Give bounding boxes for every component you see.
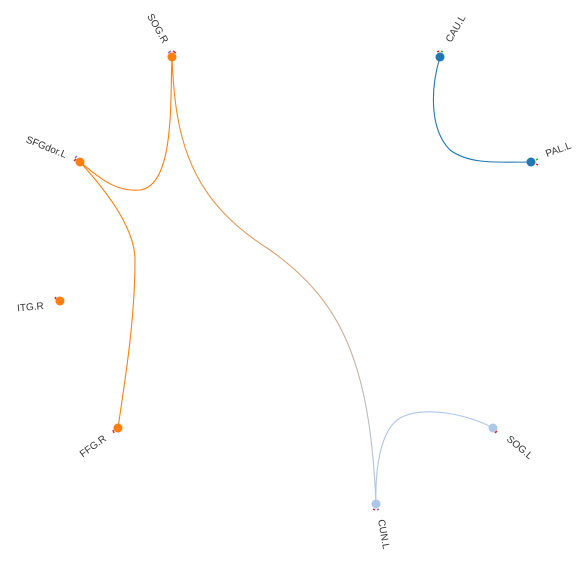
edge-sfgdorl-ffgr [79,161,136,429]
node-tick [112,429,115,434]
node-tick [440,50,444,53]
node-sog-r[interactable]: SOG.R [144,12,177,62]
node-label: SOG.L [504,434,535,462]
nodes-layer: SOG.R SFGdor.L ITG.R FFG.R CUN.L [17,12,574,550]
edge-sogr-cunl [171,56,377,505]
node-ffg-r[interactable]: FFG.R [78,423,123,461]
node-marker [113,423,123,433]
node-cau-l[interactable]: CAU.L [435,13,469,62]
node-tick [172,50,177,54]
node-tick [436,50,440,53]
edges-layer [79,56,532,505]
node-label: CUN.L [375,519,391,551]
node-tick [167,50,172,54]
node-label: FFG.R [78,434,109,461]
edge-sogr-sfgdorl [79,56,173,191]
node-cun-l[interactable]: CUN.L [371,499,392,551]
node-tick [535,158,539,161]
node-sfgdor-l[interactable]: SFGdor.L [24,135,85,167]
node-marker [371,499,381,509]
node-pal-l[interactable]: PAL.L [526,140,574,167]
node-marker [75,157,85,167]
node-marker [167,52,177,62]
node-label: SFGdor.L [24,135,68,161]
edge-cunl-sogl [375,411,494,505]
node-tick [376,508,380,511]
node-marker [488,423,498,433]
node-tick [535,163,539,166]
node-tick [73,158,77,162]
node-label: CAU.L [444,13,468,44]
node-marker [55,296,65,306]
node-itg-r[interactable]: ITG.R [17,296,65,315]
node-sog-l[interactable]: SOG.L [488,423,535,463]
node-tick [54,296,57,300]
node-tick [74,155,78,159]
node-label: SOG.R [144,12,170,45]
node-tick [494,430,498,434]
node-label: ITG.R [17,301,45,314]
node-marker [526,157,536,167]
node-marker [435,52,445,62]
edge-caul-pall [432,56,532,163]
node-label: PAL.L [544,140,573,160]
node-tick [372,508,376,511]
